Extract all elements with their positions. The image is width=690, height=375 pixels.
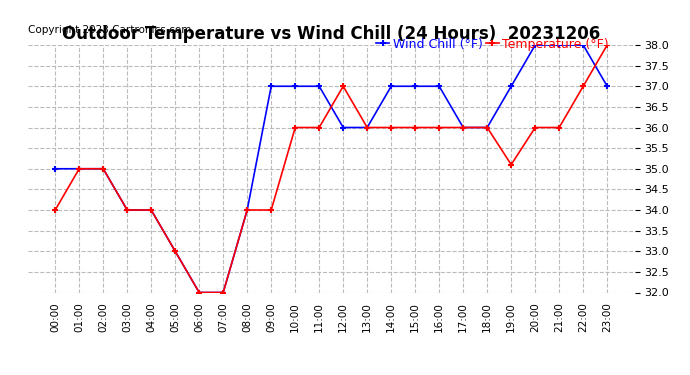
Wind Chill (°F)	[579, 43, 587, 47]
Wind Chill (°F)	[123, 208, 131, 212]
Wind Chill (°F)	[51, 166, 59, 171]
Wind Chill (°F)	[315, 84, 324, 88]
Title: Outdoor Temperature vs Wind Chill (24 Hours)  20231206: Outdoor Temperature vs Wind Chill (24 Ho…	[62, 26, 600, 44]
Wind Chill (°F)	[339, 125, 347, 130]
Wind Chill (°F)	[267, 84, 275, 88]
Temperature (°F)	[435, 125, 444, 130]
Wind Chill (°F)	[219, 290, 227, 295]
Line: Wind Chill (°F): Wind Chill (°F)	[52, 42, 611, 296]
Temperature (°F)	[483, 125, 491, 130]
Temperature (°F)	[363, 125, 371, 130]
Wind Chill (°F)	[195, 290, 204, 295]
Temperature (°F)	[75, 166, 83, 171]
Temperature (°F)	[171, 249, 179, 254]
Wind Chill (°F)	[459, 125, 467, 130]
Temperature (°F)	[531, 125, 540, 130]
Temperature (°F)	[387, 125, 395, 130]
Temperature (°F)	[219, 290, 227, 295]
Temperature (°F)	[579, 84, 587, 88]
Wind Chill (°F)	[171, 249, 179, 254]
Wind Chill (°F)	[243, 208, 251, 212]
Temperature (°F)	[291, 125, 299, 130]
Wind Chill (°F)	[555, 43, 563, 47]
Temperature (°F)	[555, 125, 563, 130]
Temperature (°F)	[507, 162, 515, 167]
Temperature (°F)	[243, 208, 251, 212]
Temperature (°F)	[51, 208, 59, 212]
Wind Chill (°F)	[531, 43, 540, 47]
Wind Chill (°F)	[603, 84, 611, 88]
Temperature (°F)	[267, 208, 275, 212]
Wind Chill (°F)	[411, 84, 420, 88]
Wind Chill (°F)	[483, 125, 491, 130]
Wind Chill (°F)	[387, 84, 395, 88]
Temperature (°F)	[195, 290, 204, 295]
Temperature (°F)	[339, 84, 347, 88]
Temperature (°F)	[603, 43, 611, 47]
Wind Chill (°F)	[75, 166, 83, 171]
Temperature (°F)	[411, 125, 420, 130]
Temperature (°F)	[147, 208, 155, 212]
Temperature (°F)	[459, 125, 467, 130]
Line: Temperature (°F): Temperature (°F)	[52, 42, 611, 296]
Wind Chill (°F)	[363, 125, 371, 130]
Temperature (°F)	[123, 208, 131, 212]
Wind Chill (°F)	[147, 208, 155, 212]
Wind Chill (°F)	[99, 166, 108, 171]
Temperature (°F)	[315, 125, 324, 130]
Text: Copyright 2023 Cartronics.com: Copyright 2023 Cartronics.com	[28, 25, 191, 35]
Temperature (°F)	[99, 166, 108, 171]
Wind Chill (°F)	[507, 84, 515, 88]
Wind Chill (°F)	[291, 84, 299, 88]
Legend: Wind Chill (°F), Temperature (°F): Wind Chill (°F), Temperature (°F)	[375, 36, 611, 52]
Wind Chill (°F)	[435, 84, 444, 88]
